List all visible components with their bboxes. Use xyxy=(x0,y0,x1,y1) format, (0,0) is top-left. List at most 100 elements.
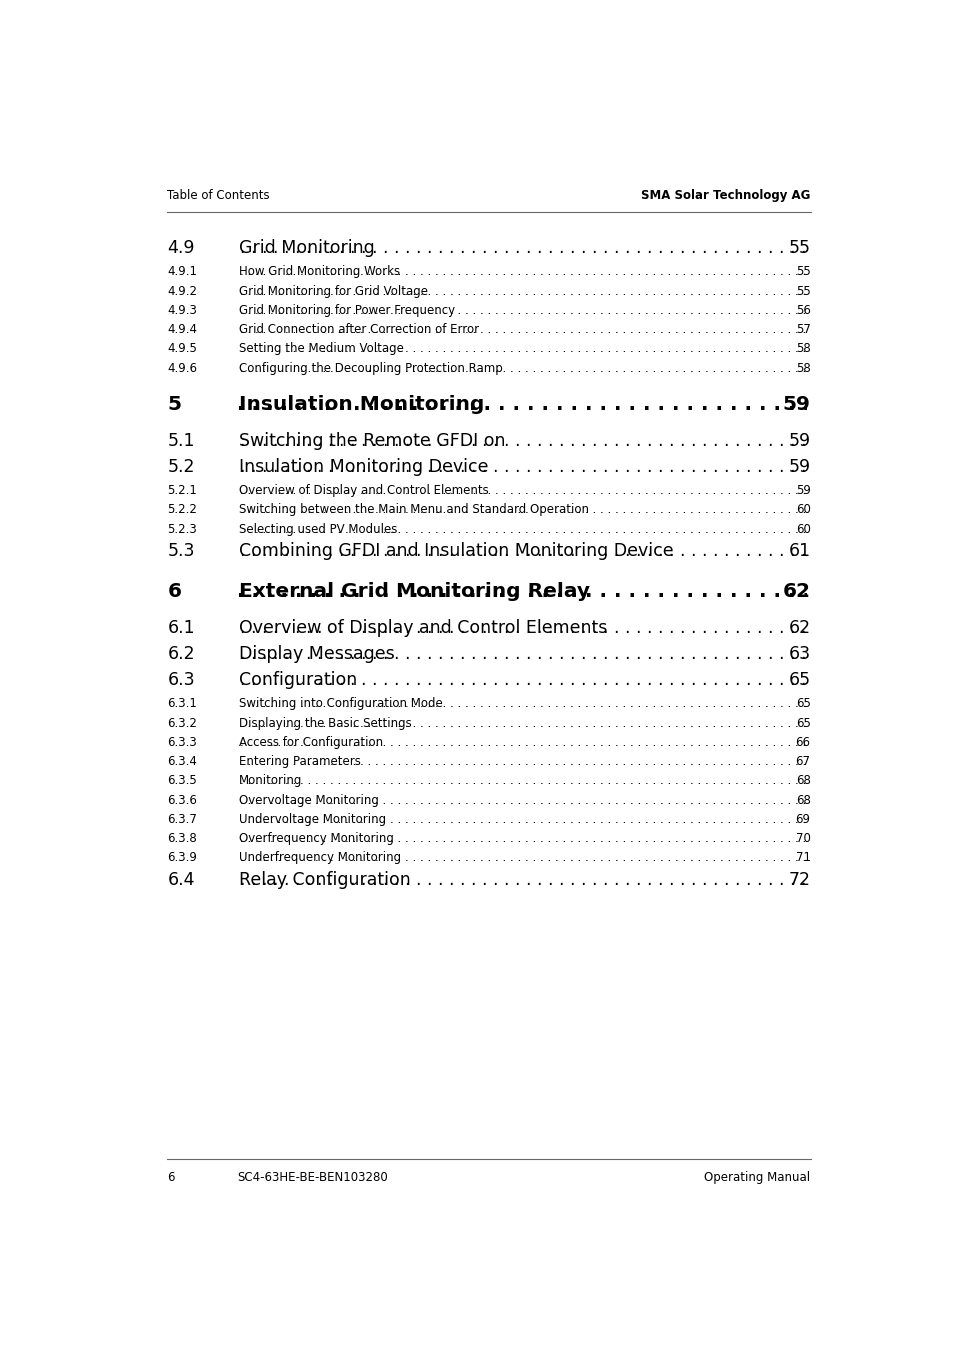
Text: Table of Contents: Table of Contents xyxy=(167,189,270,203)
Text: Combining GFDI and Insulation Monitoring Device: Combining GFDI and Insulation Monitoring… xyxy=(239,542,673,560)
Text: Access for Configuration: Access for Configuration xyxy=(239,735,383,749)
Text: 4.9.5: 4.9.5 xyxy=(167,342,197,356)
Text: 5.2.1: 5.2.1 xyxy=(167,484,197,498)
Text: 6.1: 6.1 xyxy=(167,619,194,637)
Text: 62: 62 xyxy=(781,581,810,600)
Text: 6.4: 6.4 xyxy=(167,871,194,888)
Text: . . . . . . . . . . . . . . . . . . . . . . . . . . . . . . . . . . . . . . . . : . . . . . . . . . . . . . . . . . . . . … xyxy=(45,735,953,749)
Text: . . . . . . . . . . . . . . . . . . . . . . . . . . . . . . . . . . . . . . . . : . . . . . . . . . . . . . . . . . . . . … xyxy=(0,431,953,450)
Text: . . . . . . . . . . . . . . . . . . . . . . . . . . . . . . . . . . . . . . . . : . . . . . . . . . . . . . . . . . . . . … xyxy=(45,698,953,710)
Text: . . . . . . . . . . . . . . . . . . . . . . . . . . . . . . . . . . . . . . . . : . . . . . . . . . . . . . . . . . . . . … xyxy=(45,323,953,337)
Text: Switching the Remote GFDI on: Switching the Remote GFDI on xyxy=(239,431,505,450)
Text: 5.2.2: 5.2.2 xyxy=(167,503,197,516)
Text: 6.3: 6.3 xyxy=(167,671,194,690)
Text: Grid Monitoring: Grid Monitoring xyxy=(239,239,375,257)
Text: Configuring the Decoupling Protection Ramp: Configuring the Decoupling Protection Ra… xyxy=(239,362,502,375)
Text: . . . . . . . . . . . . . . . . . . . . . . . . . . . . . . . . . . . . . . . . : . . . . . . . . . . . . . . . . . . . . … xyxy=(45,362,953,375)
Text: 59: 59 xyxy=(787,431,810,450)
Text: Display Messages: Display Messages xyxy=(239,645,395,662)
Text: 57: 57 xyxy=(795,323,810,337)
Text: 6.2: 6.2 xyxy=(167,645,194,662)
Text: 6.3.8: 6.3.8 xyxy=(167,831,197,845)
Text: 55: 55 xyxy=(788,239,810,257)
Text: 58: 58 xyxy=(795,362,810,375)
Text: Entering Parameters: Entering Parameters xyxy=(239,756,361,768)
Text: . . . . . . . . . . . . . . . . . . . . . . . . . . . . . . . . . . . . . . . . : . . . . . . . . . . . . . . . . . . . . … xyxy=(45,756,953,768)
Text: . . . . . . . . . . . . . . . . . . . . . . . . . . . . . . . . . . . . . . . . : . . . . . . . . . . . . . . . . . . . . … xyxy=(45,523,953,535)
Text: . . . . . . . . . . . . . . . . . . . . . . . . . . . . . . . . . . . . . . . . : . . . . . . . . . . . . . . . . . . . . … xyxy=(45,285,953,297)
Text: 5.2.3: 5.2.3 xyxy=(167,523,197,535)
Text: . . . . . . . . . . . . . . . . . . . . . . . . . . . . . . . . . . . . . . . . : . . . . . . . . . . . . . . . . . . . . … xyxy=(45,794,953,807)
Text: 71: 71 xyxy=(795,852,810,864)
Text: 59: 59 xyxy=(787,458,810,476)
Text: 67: 67 xyxy=(795,756,810,768)
Text: 63: 63 xyxy=(787,645,810,662)
Text: . . . . . . . . . . . . . . . . . . . . . . . . . . . . . . . . . . . . . . . . : . . . . . . . . . . . . . . . . . . . . … xyxy=(0,239,953,257)
Text: 70: 70 xyxy=(795,831,810,845)
Text: Grid Monitoring for Power Frequency: Grid Monitoring for Power Frequency xyxy=(239,304,455,316)
Text: 62: 62 xyxy=(787,619,810,637)
Text: 6: 6 xyxy=(167,1171,174,1184)
Text: 6.3.7: 6.3.7 xyxy=(167,813,197,826)
Text: Overvoltage Monitoring: Overvoltage Monitoring xyxy=(239,794,379,807)
Text: . . . . . . . . . . . . . . . . . . . . . . . . . . . . . . . . . . . . . . . . : . . . . . . . . . . . . . . . . . . . . … xyxy=(0,671,953,690)
Text: Grid Connection after Correction of Error: Grid Connection after Correction of Erro… xyxy=(239,323,479,337)
Text: 58: 58 xyxy=(795,342,810,356)
Text: 4.9.1: 4.9.1 xyxy=(167,265,197,279)
Text: . . . . . . . . . . . . . . . . . . . . . . . . . . . . . . . . . . . . . . . . : . . . . . . . . . . . . . . . . . . . . … xyxy=(0,542,953,560)
Text: 55: 55 xyxy=(795,265,810,279)
Text: 4.9: 4.9 xyxy=(167,239,194,257)
Text: . . . . . . . . . . . . . . . . . . . . . . . . . . . . . . . . . . . . . . . . : . . . . . . . . . . . . . . . . . . . . … xyxy=(0,645,953,662)
Text: . . . . . . . . . . . . . . . . . . . . . . . . . . . . . . . . . . . . . . . . : . . . . . . . . . . . . . . . . . . . . … xyxy=(0,619,953,637)
Text: SC4-63HE-BE-BEN103280: SC4-63HE-BE-BEN103280 xyxy=(236,1171,387,1184)
Text: Underfrequency Monitoring: Underfrequency Monitoring xyxy=(239,852,401,864)
Text: SMA Solar Technology AG: SMA Solar Technology AG xyxy=(640,189,810,203)
Text: . . . . . . . . . . . . . . . . . . . . . . . . . . . . . . . . . . . . . . . . : . . . . . . . . . . . . . . . . . . . . … xyxy=(45,717,953,730)
Text: . . . . . . . . . . . . . . . . . . . . . . . . . . . . . . . . . . . . . . . . : . . . . . . . . . . . . . . . . . . . . … xyxy=(0,871,953,888)
Text: Configuration: Configuration xyxy=(239,671,357,690)
Text: . . . . . . . . . . . . . . . . . . . . . . . . . . . . . . . . . . . . . . . . : . . . . . . . . . . . . . . . . . . . . … xyxy=(0,581,953,600)
Text: . . . . . . . . . . . . . . . . . . . . . . . . . . . . . . . . . . . . . . . . : . . . . . . . . . . . . . . . . . . . . … xyxy=(0,458,953,476)
Text: How Grid Monitoring Works: How Grid Monitoring Works xyxy=(239,265,400,279)
Text: Displaying the Basic Settings: Displaying the Basic Settings xyxy=(239,717,412,730)
Text: 69: 69 xyxy=(795,813,810,826)
Text: Switching into Configuration Mode: Switching into Configuration Mode xyxy=(239,698,442,710)
Text: 5.1: 5.1 xyxy=(167,431,194,450)
Text: 4.9.2: 4.9.2 xyxy=(167,285,197,297)
Text: Operating Manual: Operating Manual xyxy=(703,1171,810,1184)
Text: 6.3.5: 6.3.5 xyxy=(167,775,197,787)
Text: Overfrequency Monitoring: Overfrequency Monitoring xyxy=(239,831,394,845)
Text: . . . . . . . . . . . . . . . . . . . . . . . . . . . . . . . . . . . . . . . . : . . . . . . . . . . . . . . . . . . . . … xyxy=(45,852,953,864)
Text: 65: 65 xyxy=(795,698,810,710)
Text: 6.3.4: 6.3.4 xyxy=(167,756,197,768)
Text: Relay Configuration: Relay Configuration xyxy=(239,871,411,888)
Text: 72: 72 xyxy=(788,871,810,888)
Text: Insulation Monitoring Device: Insulation Monitoring Device xyxy=(239,458,488,476)
Text: 6: 6 xyxy=(167,581,181,600)
Text: 5.2: 5.2 xyxy=(167,458,194,476)
Text: Setting the Medium Voltage: Setting the Medium Voltage xyxy=(239,342,404,356)
Text: 55: 55 xyxy=(795,285,810,297)
Text: 4.9.6: 4.9.6 xyxy=(167,362,197,375)
Text: Overview of Display and Control Elements: Overview of Display and Control Elements xyxy=(239,484,489,498)
Text: . . . . . . . . . . . . . . . . . . . . . . . . . . . . . . . . . . . . . . . . : . . . . . . . . . . . . . . . . . . . . … xyxy=(0,395,953,414)
Text: Grid Monitoring for Grid Voltage: Grid Monitoring for Grid Voltage xyxy=(239,285,428,297)
Text: 6.3.6: 6.3.6 xyxy=(167,794,197,807)
Text: Switching between the Main Menu and Standard Operation: Switching between the Main Menu and Stan… xyxy=(239,503,589,516)
Text: 65: 65 xyxy=(787,671,810,690)
Text: 6.3.3: 6.3.3 xyxy=(167,735,197,749)
Text: . . . . . . . . . . . . . . . . . . . . . . . . . . . . . . . . . . . . . . . . : . . . . . . . . . . . . . . . . . . . . … xyxy=(45,265,953,279)
Text: 4.9.4: 4.9.4 xyxy=(167,323,197,337)
Text: 5: 5 xyxy=(167,395,181,414)
Text: 6.3.1: 6.3.1 xyxy=(167,698,197,710)
Text: Selecting used PV Modules: Selecting used PV Modules xyxy=(239,523,397,535)
Text: . . . . . . . . . . . . . . . . . . . . . . . . . . . . . . . . . . . . . . . . : . . . . . . . . . . . . . . . . . . . . … xyxy=(45,484,953,498)
Text: 68: 68 xyxy=(795,794,810,807)
Text: . . . . . . . . . . . . . . . . . . . . . . . . . . . . . . . . . . . . . . . . : . . . . . . . . . . . . . . . . . . . . … xyxy=(45,813,953,826)
Text: 68: 68 xyxy=(795,775,810,787)
Text: 65: 65 xyxy=(795,717,810,730)
Text: 59: 59 xyxy=(781,395,810,414)
Text: 60: 60 xyxy=(795,503,810,516)
Text: . . . . . . . . . . . . . . . . . . . . . . . . . . . . . . . . . . . . . . . . : . . . . . . . . . . . . . . . . . . . . … xyxy=(45,503,953,516)
Text: 59: 59 xyxy=(795,484,810,498)
